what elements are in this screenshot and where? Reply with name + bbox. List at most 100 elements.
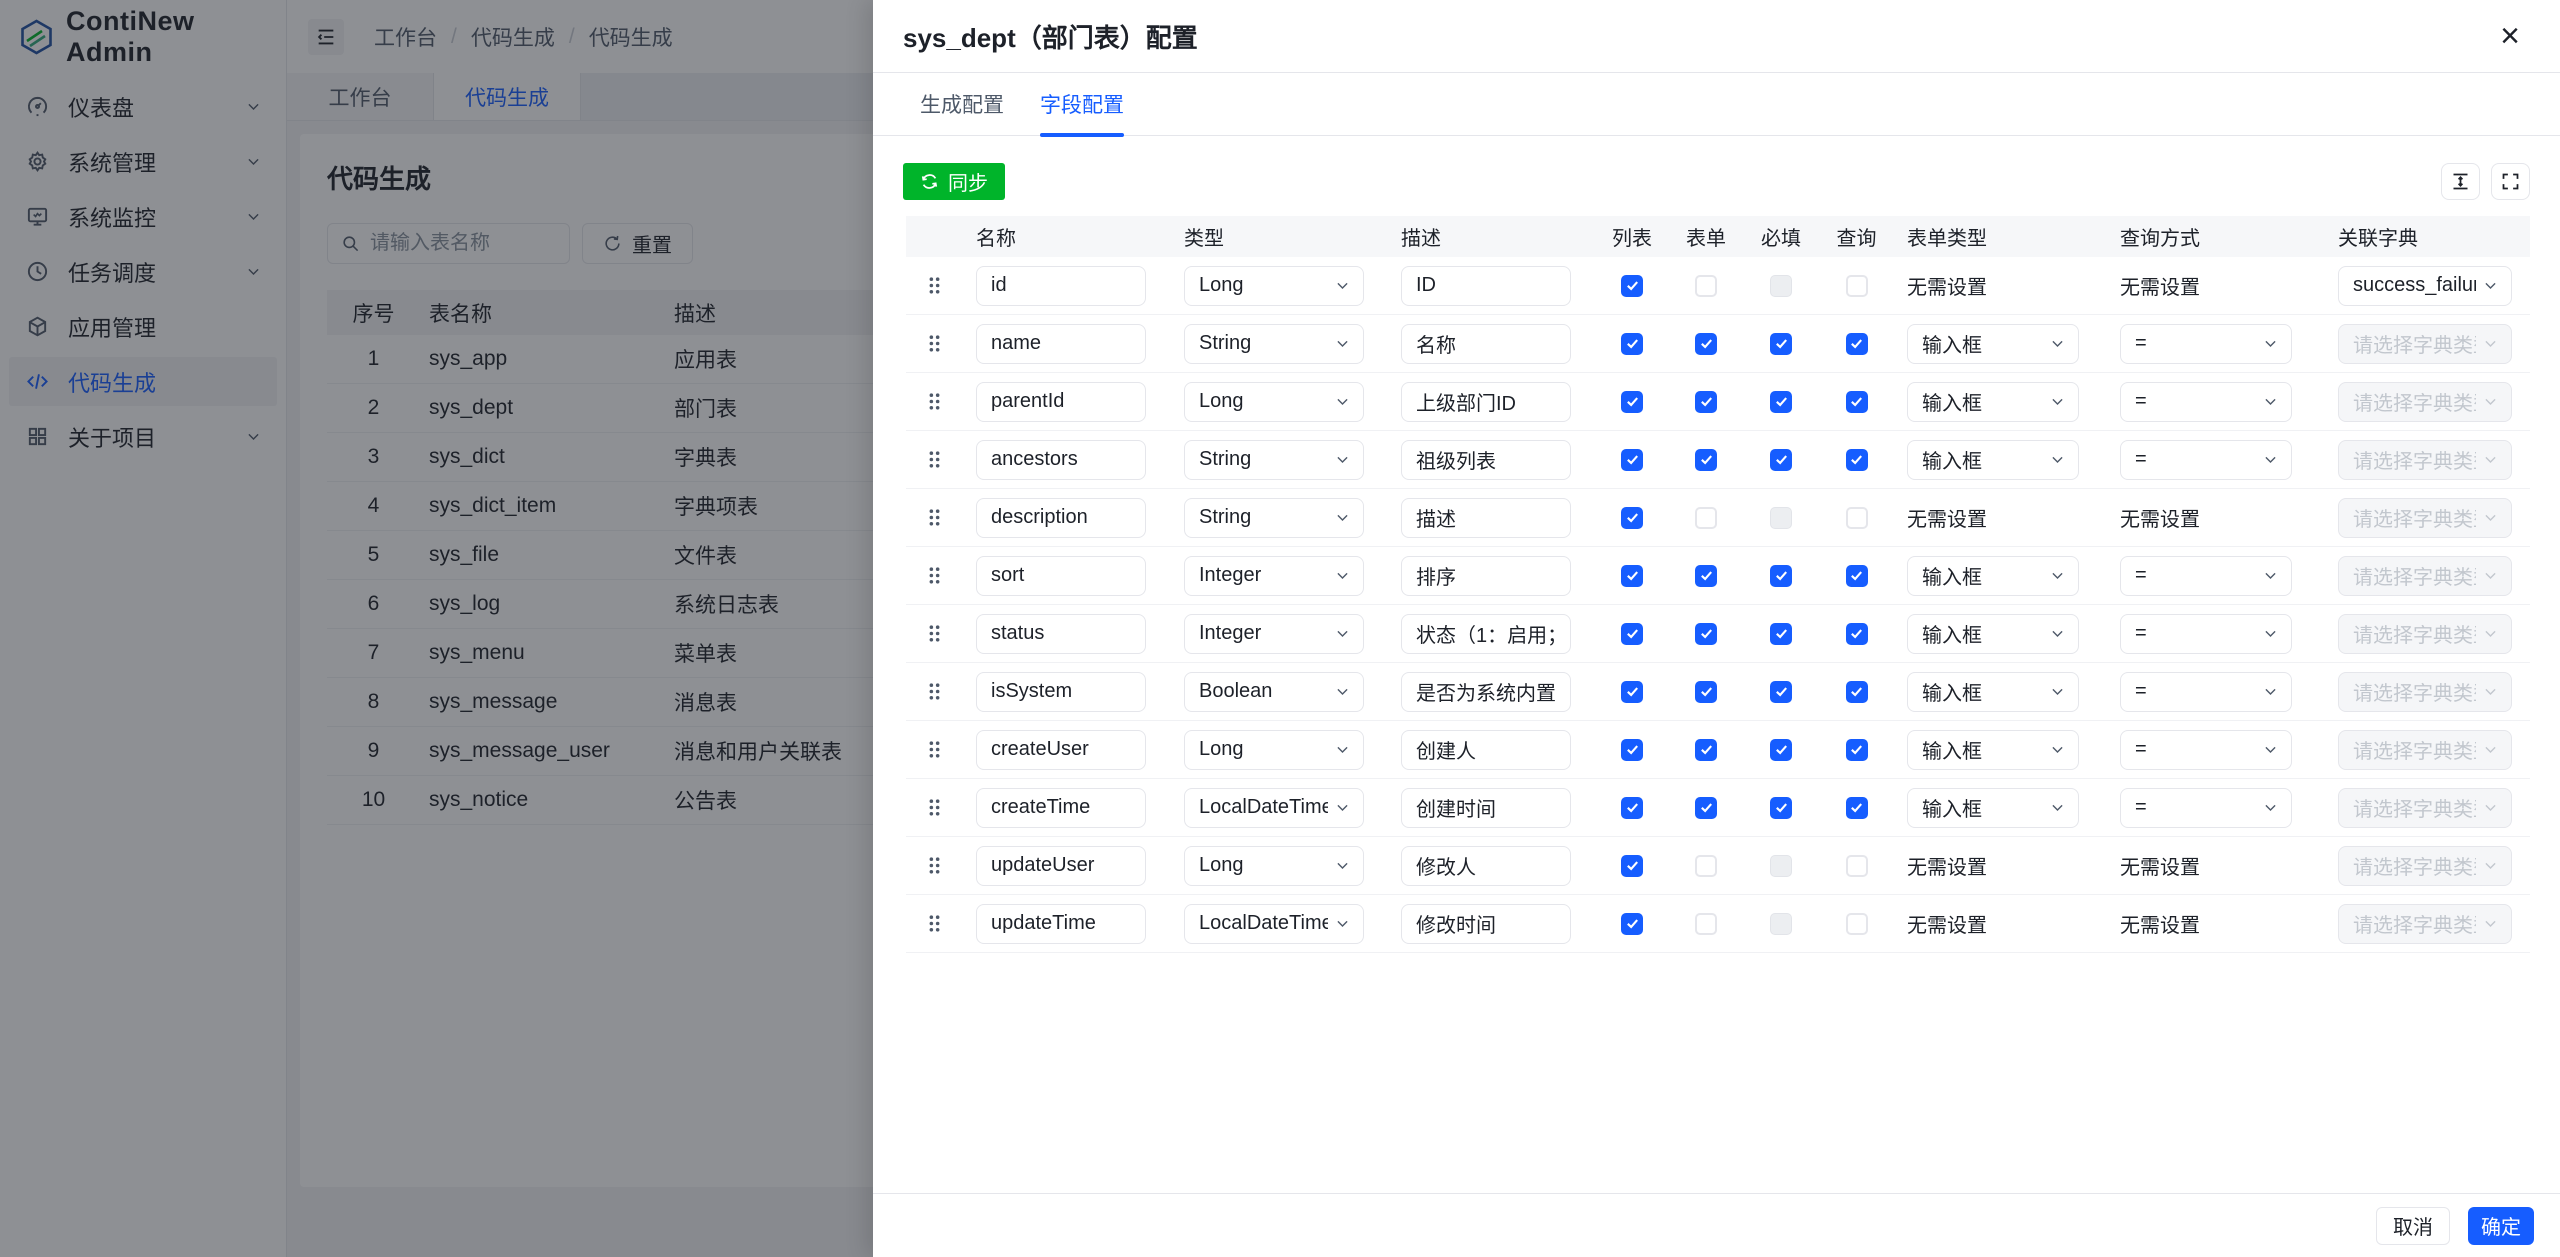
field-type-select[interactable]: Integer: [1184, 613, 1364, 654]
form-checkbox[interactable]: [1695, 796, 1717, 819]
list-checkbox[interactable]: [1621, 738, 1643, 761]
form-checkbox[interactable]: [1695, 738, 1717, 761]
sync-button[interactable]: 同步: [903, 163, 1005, 200]
form-checkbox[interactable]: [1695, 448, 1717, 471]
drag-handle-icon[interactable]: [906, 739, 962, 760]
drag-handle-icon[interactable]: [906, 855, 962, 876]
list-checkbox[interactable]: [1621, 506, 1643, 529]
row-height-button[interactable]: [2441, 163, 2480, 200]
form-checkbox[interactable]: [1695, 854, 1717, 877]
field-desc-input[interactable]: [1401, 497, 1571, 538]
field-desc-input[interactable]: [1401, 845, 1571, 886]
required-checkbox[interactable]: [1770, 738, 1792, 761]
query-way-select[interactable]: =: [2120, 729, 2292, 770]
field-type-select[interactable]: String: [1184, 497, 1364, 538]
form-type-select[interactable]: 输入框: [1907, 381, 2079, 422]
query-way-select[interactable]: =: [2120, 787, 2292, 828]
list-checkbox[interactable]: [1621, 854, 1643, 877]
drag-handle-icon[interactable]: [906, 391, 962, 412]
field-desc-input[interactable]: [1401, 787, 1571, 828]
query-checkbox[interactable]: [1845, 564, 1868, 587]
form-type-select[interactable]: 输入框: [1907, 323, 2079, 364]
query-checkbox[interactable]: [1845, 738, 1868, 761]
field-desc-input[interactable]: [1401, 613, 1571, 654]
field-type-select[interactable]: Long: [1184, 845, 1364, 886]
list-checkbox[interactable]: [1621, 448, 1643, 471]
form-checkbox[interactable]: [1695, 274, 1717, 297]
query-way-select[interactable]: =: [2120, 671, 2292, 712]
confirm-button[interactable]: 确定: [2468, 1206, 2534, 1245]
field-type-select[interactable]: Integer: [1184, 555, 1364, 596]
list-checkbox[interactable]: [1621, 564, 1643, 587]
query-checkbox[interactable]: [1845, 332, 1868, 355]
drag-handle-icon[interactable]: [906, 681, 962, 702]
required-checkbox[interactable]: [1770, 448, 1792, 471]
field-desc-input[interactable]: [1401, 323, 1571, 364]
field-name-input[interactable]: [976, 265, 1146, 306]
field-type-select[interactable]: String: [1184, 439, 1364, 480]
field-name-input[interactable]: [976, 903, 1146, 944]
dict-select[interactable]: success_failure: [2338, 265, 2512, 306]
field-name-input[interactable]: [976, 729, 1146, 770]
drag-handle-icon[interactable]: [906, 333, 962, 354]
query-checkbox[interactable]: [1845, 680, 1868, 703]
query-checkbox[interactable]: [1845, 622, 1868, 645]
form-type-select[interactable]: 输入框: [1907, 671, 2079, 712]
required-checkbox[interactable]: [1770, 332, 1792, 355]
field-desc-input[interactable]: [1401, 265, 1571, 306]
required-checkbox[interactable]: [1770, 622, 1792, 645]
query-checkbox[interactable]: [1845, 506, 1868, 529]
field-type-select[interactable]: LocalDateTime: [1184, 903, 1364, 944]
field-name-input[interactable]: [976, 613, 1146, 654]
list-checkbox[interactable]: [1621, 680, 1643, 703]
field-name-input[interactable]: [976, 323, 1146, 364]
field-desc-input[interactable]: [1401, 729, 1571, 770]
list-checkbox[interactable]: [1621, 912, 1643, 935]
query-checkbox[interactable]: [1845, 912, 1868, 935]
form-type-select[interactable]: 输入框: [1907, 729, 2079, 770]
field-type-select[interactable]: Boolean: [1184, 671, 1364, 712]
field-type-select[interactable]: Long: [1184, 729, 1364, 770]
form-checkbox[interactable]: [1695, 332, 1717, 355]
query-checkbox[interactable]: [1845, 390, 1868, 413]
field-name-input[interactable]: [976, 845, 1146, 886]
list-checkbox[interactable]: [1621, 274, 1643, 297]
field-desc-input[interactable]: [1401, 555, 1571, 596]
drag-handle-icon[interactable]: [906, 507, 962, 528]
close-icon[interactable]: ×: [2490, 16, 2530, 56]
field-type-select[interactable]: Long: [1184, 381, 1364, 422]
drag-handle-icon[interactable]: [906, 913, 962, 934]
field-desc-input[interactable]: [1401, 439, 1571, 480]
fullscreen-button[interactable]: [2491, 163, 2530, 200]
drag-handle-icon[interactable]: [906, 449, 962, 470]
field-name-input[interactable]: [976, 555, 1146, 596]
query-checkbox[interactable]: [1845, 796, 1868, 819]
list-checkbox[interactable]: [1621, 622, 1643, 645]
field-name-input[interactable]: [976, 381, 1146, 422]
required-checkbox[interactable]: [1770, 390, 1792, 413]
list-checkbox[interactable]: [1621, 332, 1643, 355]
query-way-select[interactable]: =: [2120, 555, 2292, 596]
field-name-input[interactable]: [976, 787, 1146, 828]
query-checkbox[interactable]: [1845, 448, 1868, 471]
form-checkbox[interactable]: [1695, 564, 1717, 587]
query-way-select[interactable]: =: [2120, 439, 2292, 480]
form-type-select[interactable]: 输入框: [1907, 555, 2079, 596]
drag-handle-icon[interactable]: [906, 565, 962, 586]
required-checkbox[interactable]: [1770, 564, 1792, 587]
drawer-tab[interactable]: 生成配置: [920, 94, 1004, 117]
form-checkbox[interactable]: [1695, 680, 1717, 703]
field-name-input[interactable]: [976, 439, 1146, 480]
field-name-input[interactable]: [976, 671, 1146, 712]
list-checkbox[interactable]: [1621, 796, 1643, 819]
cancel-button[interactable]: 取消: [2376, 1206, 2450, 1245]
field-desc-input[interactable]: [1401, 381, 1571, 422]
field-desc-input[interactable]: [1401, 671, 1571, 712]
drag-handle-icon[interactable]: [906, 275, 962, 296]
drag-handle-icon[interactable]: [906, 623, 962, 644]
drag-handle-icon[interactable]: [906, 797, 962, 818]
field-type-select[interactable]: Long: [1184, 265, 1364, 306]
form-type-select[interactable]: 输入框: [1907, 787, 2079, 828]
query-way-select[interactable]: =: [2120, 381, 2292, 422]
form-checkbox[interactable]: [1695, 912, 1717, 935]
